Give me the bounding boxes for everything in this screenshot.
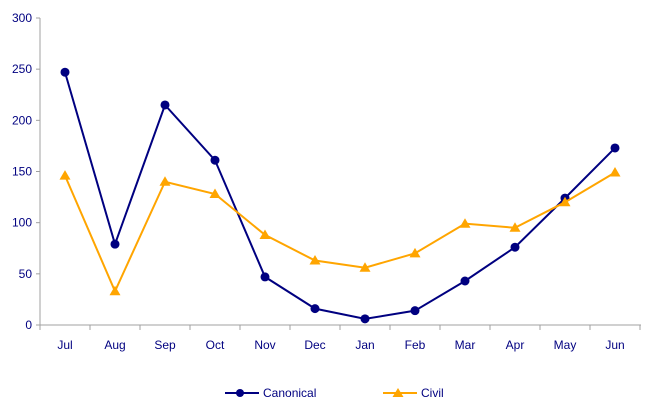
x-tick-label: Dec bbox=[304, 338, 325, 352]
data-point-civil bbox=[609, 167, 621, 177]
y-tick-label: 200 bbox=[12, 113, 32, 127]
data-point-civil bbox=[109, 285, 121, 296]
data-point-civil bbox=[309, 255, 321, 265]
data-point-canonical bbox=[460, 276, 470, 286]
x-tick-label: Apr bbox=[506, 338, 525, 352]
y-tick-label: 50 bbox=[19, 267, 33, 281]
data-point-civil bbox=[59, 170, 71, 180]
x-tick-label: Mar bbox=[455, 338, 476, 352]
x-tick-label: Sep bbox=[154, 338, 176, 352]
y-tick-label: 150 bbox=[12, 165, 32, 179]
data-point-canonical bbox=[410, 306, 420, 316]
data-point-civil bbox=[159, 176, 171, 186]
data-point-canonical bbox=[510, 242, 520, 252]
plot-area: 0 50 100 150 200 250 300 Jul Aug Sep Oct Nov Dec Jan F… bbox=[12, 11, 641, 352]
x-tick-label: Jan bbox=[355, 338, 374, 352]
civil-line-marker-icon bbox=[383, 388, 417, 397]
legend-item-civil: Civil bbox=[383, 384, 444, 402]
chart-legend: Canonical Civil bbox=[0, 384, 650, 404]
y-tick-label: 250 bbox=[12, 62, 32, 76]
data-point-civil bbox=[459, 218, 471, 228]
x-tick-label: Aug bbox=[104, 338, 125, 352]
x-tick-label: Jun bbox=[605, 338, 624, 352]
data-point-canonical bbox=[60, 67, 70, 77]
x-tick-label: Feb bbox=[405, 338, 426, 352]
data-point-canonical bbox=[610, 143, 620, 153]
canonical-line-marker-icon bbox=[225, 389, 259, 397]
data-point-canonical bbox=[160, 100, 170, 110]
data-point-civil bbox=[209, 188, 221, 199]
legend-item-canonical: Canonical bbox=[225, 384, 316, 402]
y-tick-label: 300 bbox=[12, 11, 32, 25]
legend-label-canonical: Canonical bbox=[263, 386, 317, 400]
data-point-canonical bbox=[210, 155, 220, 165]
data-point-civil bbox=[409, 247, 421, 258]
data-point-civil bbox=[559, 196, 571, 207]
x-tick-label: Jul bbox=[57, 338, 72, 352]
series-line-civil bbox=[64, 171, 616, 294]
series-line-canonical bbox=[64, 71, 616, 320]
x-tick-label: Nov bbox=[254, 338, 275, 352]
data-point-civil bbox=[259, 229, 271, 239]
civil-legend-triangle-icon bbox=[392, 388, 404, 397]
y-tick-label: 0 bbox=[25, 318, 32, 332]
data-point-canonical bbox=[110, 239, 120, 249]
canonical-legend-circle-icon bbox=[236, 389, 244, 397]
data-point-canonical bbox=[260, 272, 270, 282]
data-point-civil bbox=[509, 222, 521, 232]
data-point-canonical bbox=[360, 314, 370, 324]
legend-label-civil: Civil bbox=[421, 386, 444, 400]
y-tick-label: 100 bbox=[12, 216, 32, 230]
data-point-canonical bbox=[310, 304, 320, 314]
x-tick-label: May bbox=[554, 338, 577, 352]
x-tick-label: Oct bbox=[206, 338, 225, 352]
data-point-civil bbox=[359, 262, 371, 272]
